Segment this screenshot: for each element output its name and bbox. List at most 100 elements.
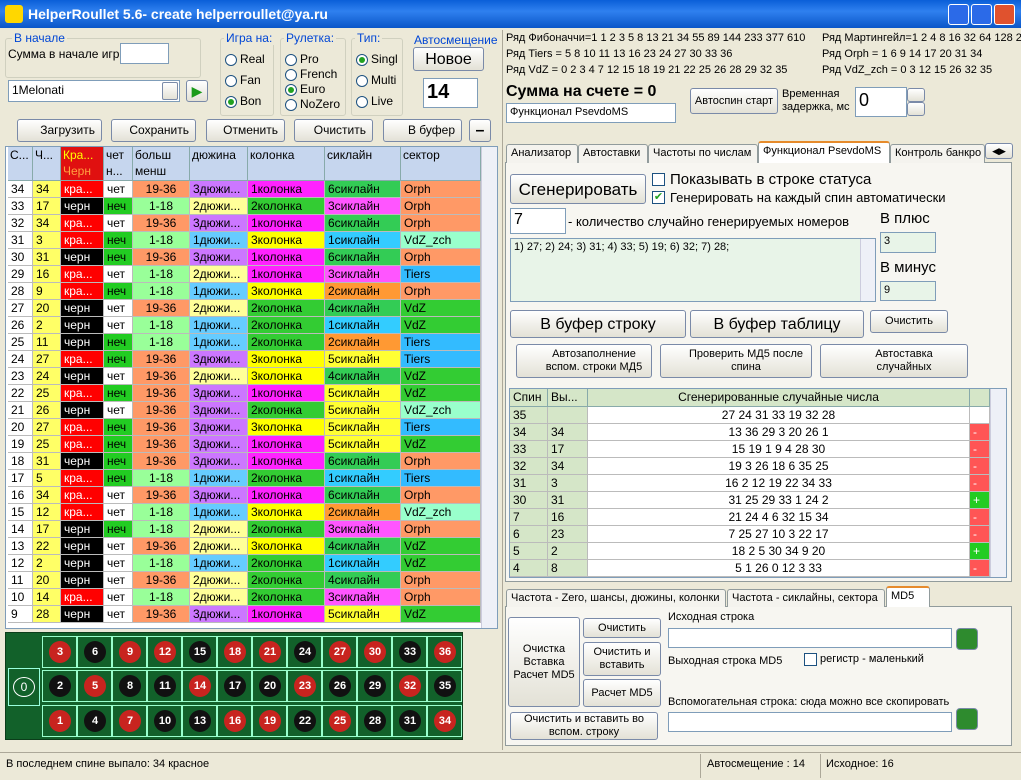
number-chip[interactable]: 29 xyxy=(364,675,386,697)
number-chip[interactable]: 14 xyxy=(189,675,211,697)
toolbar-button[interactable]: – xyxy=(469,119,491,142)
number-chip[interactable]: 18 xyxy=(224,641,246,663)
number-chip[interactable]: 31 xyxy=(399,710,421,732)
number-chip[interactable]: 7 xyxy=(119,710,141,732)
clear-button[interactable]: Очистить xyxy=(870,310,948,333)
number-chip[interactable]: 3 xyxy=(49,641,71,663)
toolbar-button[interactable]: Сохранить xyxy=(111,119,196,142)
number-chip[interactable]: 13 xyxy=(189,710,211,732)
table-cell: 1колонка xyxy=(248,453,325,470)
number-chip[interactable]: 1 xyxy=(49,710,71,732)
window-button[interactable] xyxy=(971,4,992,25)
number-chip[interactable]: 25 xyxy=(329,710,351,732)
number-chip[interactable]: 17 xyxy=(224,675,246,697)
table-cell: 21 xyxy=(8,402,33,419)
toolbar-button[interactable]: Отменить xyxy=(206,119,285,142)
window-button[interactable] xyxy=(948,4,969,25)
number-chip[interactable]: 9 xyxy=(119,641,141,663)
toolbar-button[interactable]: Очистить xyxy=(294,119,373,142)
buffer-row-button[interactable]: В буфер строку xyxy=(510,310,686,338)
mode-combo[interactable]: Функционал PsevdoMS xyxy=(506,103,676,123)
play-button[interactable]: ▶ xyxy=(186,80,208,102)
md5-clear-paste[interactable]: Очистить и вставить xyxy=(583,642,661,676)
radio[interactable] xyxy=(356,96,368,108)
tab-scroll[interactable]: ◀▶ xyxy=(985,143,1013,159)
number-chip[interactable]: 12 xyxy=(154,641,176,663)
tab[interactable]: MD5 xyxy=(886,586,930,607)
number-chip[interactable]: 24 xyxy=(294,641,316,663)
toolbar-button[interactable]: В буфер xyxy=(383,119,462,142)
tab[interactable]: Анализатор xyxy=(506,144,578,163)
tab[interactable]: Функционал PsevdoMS xyxy=(758,141,890,163)
number-chip[interactable]: 36 xyxy=(434,641,456,663)
table-cell: 27 xyxy=(33,351,61,368)
number-chip[interactable]: 26 xyxy=(329,675,351,697)
number-chip[interactable]: 15 xyxy=(189,641,211,663)
close-button[interactable] xyxy=(994,4,1015,25)
tab[interactable]: Частоты по числам xyxy=(648,144,758,163)
profile-combo[interactable]: 1Melonati xyxy=(8,80,180,102)
number-chip[interactable]: 34 xyxy=(434,710,456,732)
md5-clear-aux[interactable]: Очистить и вставить во вспом. строку xyxy=(510,712,658,740)
sum-input[interactable] xyxy=(120,43,169,64)
checkbox[interactable] xyxy=(652,173,665,186)
count-combo[interactable]: 7 xyxy=(510,208,566,234)
radio[interactable] xyxy=(285,54,297,66)
number-chip[interactable]: 4 xyxy=(84,710,106,732)
action-button[interactable]: Проверить МД5 после спина xyxy=(660,344,812,378)
table-cell: черн xyxy=(61,300,104,317)
number-chip[interactable]: 10 xyxy=(154,710,176,732)
radio[interactable] xyxy=(285,69,297,81)
generate-button[interactable]: Сгенерировать xyxy=(510,174,646,204)
icon-button[interactable] xyxy=(956,628,978,650)
number-chip[interactable]: 33 xyxy=(399,641,421,663)
checkbox[interactable]: ✔ xyxy=(652,191,665,204)
number-chip[interactable]: 21 xyxy=(259,641,281,663)
number-chip[interactable]: 22 xyxy=(294,710,316,732)
header-cell: больш менш xyxy=(133,147,190,181)
radio[interactable] xyxy=(285,84,297,96)
number-chip[interactable]: 8 xyxy=(119,675,141,697)
radio[interactable] xyxy=(356,54,368,66)
aux-input[interactable] xyxy=(668,712,952,732)
new-button[interactable]: Новое xyxy=(413,47,484,71)
spin-up[interactable] xyxy=(907,88,925,102)
number-chip[interactable]: 6 xyxy=(84,641,106,663)
toolbar-button[interactable]: Загрузить xyxy=(17,119,102,142)
autospin-button[interactable]: Автоспин старт xyxy=(690,88,778,114)
table-cell: Orph xyxy=(401,249,481,266)
radio[interactable] xyxy=(356,75,368,87)
number-chip[interactable]: 27 xyxy=(329,641,351,663)
buffer-table-button[interactable]: В буфер таблицу xyxy=(690,310,864,338)
md5-big-button[interactable]: Очистка Вставка Расчет MD5 xyxy=(508,617,580,707)
tab[interactable]: Частота - Zero, шансы, дюжины, колонки xyxy=(506,589,726,607)
md5-clear[interactable]: Очистить xyxy=(583,618,661,638)
number-chip[interactable]: 35 xyxy=(434,675,456,697)
radio[interactable] xyxy=(285,99,297,111)
delay-input[interactable]: 0 xyxy=(855,87,907,117)
icon-button[interactable] xyxy=(956,708,978,730)
number-chip[interactable]: 20 xyxy=(259,675,281,697)
tab[interactable]: Контроль банкро xyxy=(890,144,985,163)
number-chip[interactable]: 30 xyxy=(364,641,386,663)
checkbox[interactable] xyxy=(804,653,817,666)
action-button[interactable]: Автозаполнение вспом. строки МД5 xyxy=(516,344,652,378)
number-chip[interactable]: 32 xyxy=(399,675,421,697)
radio[interactable] xyxy=(225,75,237,87)
radio[interactable] xyxy=(225,54,237,66)
action-button[interactable]: Автоставка случайных xyxy=(820,344,968,378)
number-chip[interactable]: 2 xyxy=(49,675,71,697)
number-chip[interactable]: 23 xyxy=(294,675,316,697)
number-chip[interactable]: 19 xyxy=(259,710,281,732)
number-chip[interactable]: 11 xyxy=(154,675,176,697)
md5-calc[interactable]: Расчет MD5 xyxy=(583,679,661,707)
tab[interactable]: Частота - сиклайны, сектора xyxy=(727,589,885,607)
number-chip[interactable]: 16 xyxy=(224,710,246,732)
source-input[interactable] xyxy=(668,628,952,648)
radio[interactable] xyxy=(225,96,237,108)
spin-down[interactable] xyxy=(907,102,925,116)
number-chip[interactable]: 5 xyxy=(84,675,106,697)
table-cell: 2дюжи... xyxy=(190,198,248,215)
tab[interactable]: Автоставки xyxy=(578,144,648,163)
number-chip[interactable]: 28 xyxy=(364,710,386,732)
